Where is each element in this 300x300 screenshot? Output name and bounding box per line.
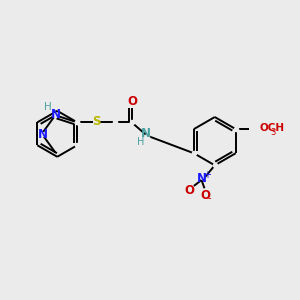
Text: H: H: [44, 102, 52, 112]
Text: N: N: [38, 128, 47, 141]
Text: O: O: [184, 184, 194, 197]
Text: H: H: [137, 137, 144, 147]
Text: N: N: [140, 127, 151, 140]
Text: OCH: OCH: [260, 123, 285, 133]
Text: O: O: [200, 189, 210, 202]
Text: O: O: [127, 94, 137, 108]
Text: -: -: [207, 194, 211, 204]
Text: S: S: [92, 115, 100, 128]
Text: +: +: [203, 170, 211, 180]
Text: N: N: [197, 172, 207, 185]
Text: N: N: [51, 108, 61, 121]
Text: 3: 3: [270, 128, 275, 137]
